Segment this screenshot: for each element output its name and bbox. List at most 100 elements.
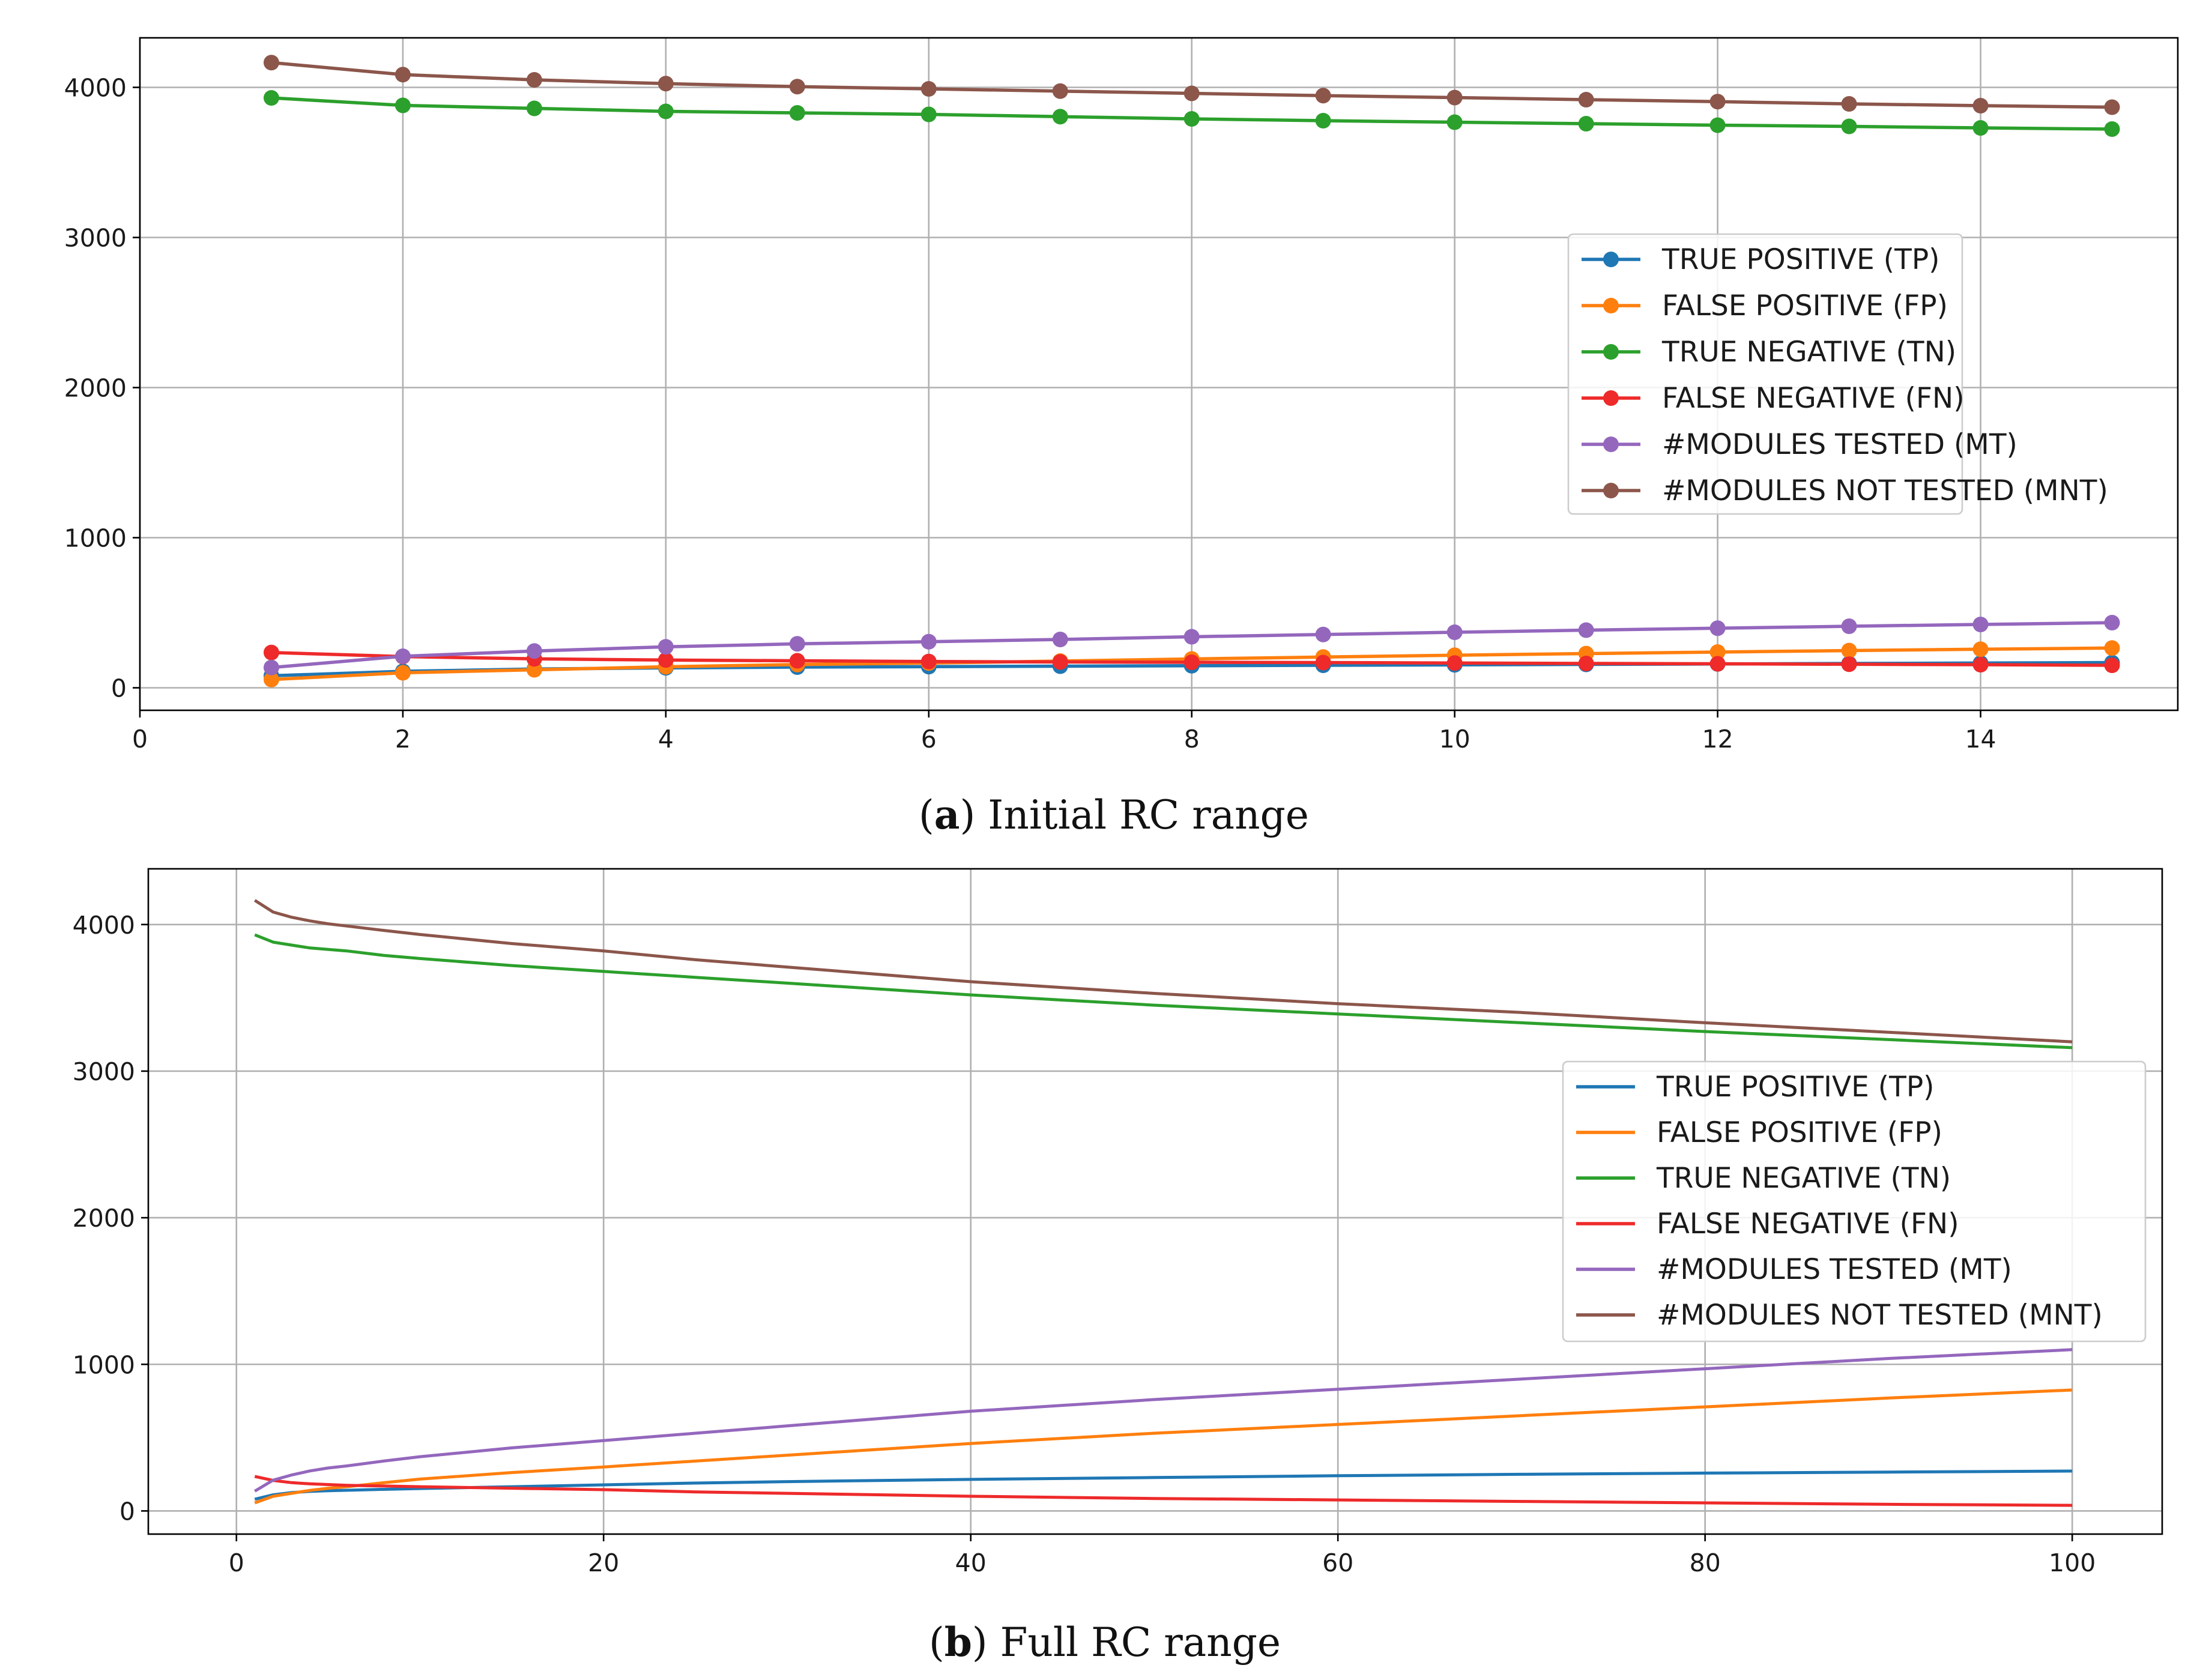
data-point-mnt — [1841, 96, 1857, 112]
data-point-fn — [920, 653, 937, 669]
data-point-fn — [2104, 657, 2120, 673]
caption-title: Full RC range — [1000, 1619, 1281, 1666]
data-point-fn — [1315, 654, 1331, 671]
series-line-fn — [254, 1475, 2073, 1507]
legend-box — [1562, 1060, 2147, 1343]
data-point-mt — [1578, 622, 1594, 638]
data-point-fn — [263, 644, 279, 660]
data-point-mnt — [263, 55, 279, 71]
data-point-fn — [1709, 656, 1726, 672]
data-point-fp — [1709, 644, 1726, 660]
data-point-tn — [1446, 114, 1463, 130]
x-tick-label: 0 — [132, 725, 148, 754]
data-point-mnt — [789, 79, 805, 95]
data-point-tn — [1841, 118, 1857, 134]
data-point-tn — [789, 105, 805, 121]
legend-label-tp: TRUE POSITIVE (TP) — [1661, 243, 1940, 276]
legend-box — [1567, 233, 1963, 515]
plot-frame — [139, 37, 2179, 712]
data-point-mnt — [1446, 89, 1463, 106]
legend-label-tn: TRUE NEGATIVE (TN) — [1661, 336, 1956, 369]
legend-label-fp: FALSE POSITIVE (FP) — [1662, 289, 1948, 322]
data-point-mt — [1183, 629, 1200, 645]
data-point-tn — [1315, 113, 1331, 128]
data-point-mt — [2104, 615, 2120, 630]
data-point-tn — [1972, 120, 1989, 136]
data-point-fn — [1052, 654, 1068, 670]
legend-marker-mnt — [1603, 483, 1619, 498]
x-tick-label: 60 — [1322, 1549, 1353, 1577]
y-tick-label: 4000 — [73, 911, 135, 940]
data-point-mt — [526, 643, 542, 659]
legend-label-fn: FALSE NEGATIVE (FN) — [1657, 1207, 1959, 1240]
data-point-tn — [1578, 116, 1594, 131]
y-tick-label: 2000 — [73, 1204, 135, 1233]
x-tick-label: 10 — [1439, 725, 1470, 754]
data-point-mt — [1972, 617, 1989, 632]
series-line-mt — [254, 1348, 2073, 1493]
y-tick-label: 3000 — [64, 224, 127, 253]
y-tick-label: 1000 — [64, 524, 127, 553]
legend-marker-fp — [1603, 298, 1619, 313]
legend-label-tn: TRUE NEGATIVE (TN) — [1656, 1162, 1951, 1195]
x-tick-label: 20 — [588, 1549, 619, 1577]
data-point-tn — [526, 100, 542, 116]
series-line-fp — [254, 1388, 2073, 1505]
series-line-tp — [254, 1469, 2073, 1501]
data-point-fn — [1972, 657, 1989, 672]
data-point-fp — [2104, 640, 2120, 656]
data-point-mnt — [1052, 83, 1068, 99]
data-point-mt — [1052, 632, 1068, 647]
data-point-tn — [394, 97, 411, 113]
caption-letter: a — [934, 791, 960, 838]
data-point-fp — [1972, 641, 1989, 657]
data-point-mnt — [920, 81, 937, 97]
legend: TRUE POSITIVE (TP) FALSE POSITIVE (FP) TRU… — [1562, 1060, 2147, 1343]
plot-frame — [147, 868, 2163, 1535]
data-point-tn — [1183, 111, 1200, 127]
data-point-fn — [657, 652, 674, 668]
legend-label-mt: #MODULES TESTED (MT) — [1657, 1253, 2012, 1286]
data-point-fp — [263, 671, 279, 687]
data-point-tn — [263, 90, 279, 106]
caption: (a) Initial RC range — [919, 791, 1309, 838]
x-tick-label: 14 — [1965, 725, 1996, 754]
legend-marker-tp — [1603, 252, 1619, 267]
x-tick-label: 80 — [1690, 1549, 1721, 1577]
x-tick-label: 100 — [2049, 1549, 2096, 1577]
chart-initial-rc-range: 0 2 4 6 8 10 12 14 0 1000 2000 3000 4000 TRUE POSITIV… — [64, 37, 2179, 838]
data-point-mt — [657, 639, 674, 655]
series-line-tn — [254, 933, 2073, 1050]
data-point-fn — [1183, 654, 1200, 670]
legend-marker-fn — [1603, 390, 1619, 406]
data-point-fp — [1841, 642, 1857, 659]
legend-label-mnt: #MODULES NOT TESTED (MNT) — [1662, 474, 2108, 507]
legend-label-fn: FALSE NEGATIVE (FN) — [1662, 382, 1965, 415]
legend-label-fp: FALSE POSITIVE (FP) — [1657, 1116, 1942, 1149]
data-point-mt — [920, 633, 937, 650]
x-tick-label: 0 — [229, 1549, 244, 1577]
x-tick-label: 2 — [395, 725, 411, 754]
caption: (b) Full RC range — [929, 1619, 1281, 1666]
data-point-mnt — [1578, 92, 1594, 107]
data-point-mnt — [1972, 98, 1989, 113]
data-point-tn — [657, 103, 674, 119]
legend-label-tp: TRUE POSITIVE (TP) — [1656, 1071, 1935, 1104]
data-point-fp — [394, 665, 411, 681]
data-point-mnt — [2104, 99, 2120, 115]
data-point-mt — [1315, 626, 1331, 642]
y-tick-label: 0 — [119, 1497, 135, 1526]
data-point-mt — [263, 659, 279, 675]
data-point-tn — [1052, 109, 1068, 125]
legend-marker-tn — [1603, 344, 1619, 360]
y-tick-label: 2000 — [64, 374, 127, 403]
data-point-mt — [1709, 620, 1726, 636]
data-point-fn — [789, 653, 805, 669]
data-point-mnt — [394, 67, 411, 83]
y-tick-label: 4000 — [64, 74, 127, 103]
y-tick-label: 1000 — [73, 1350, 135, 1379]
data-point-mnt — [1315, 88, 1331, 104]
data-point-tn — [1709, 117, 1726, 133]
series-line-mnt — [253, 899, 2073, 1044]
